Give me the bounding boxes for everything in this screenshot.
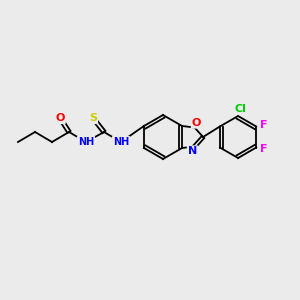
Text: Cl: Cl [234, 104, 246, 114]
Text: F: F [260, 143, 268, 154]
Text: N: N [188, 146, 197, 157]
Text: F: F [260, 121, 268, 130]
Text: O: O [55, 113, 65, 123]
Text: NH: NH [78, 137, 94, 147]
Text: NH: NH [113, 137, 129, 147]
Text: O: O [192, 118, 201, 128]
Text: S: S [89, 113, 97, 123]
